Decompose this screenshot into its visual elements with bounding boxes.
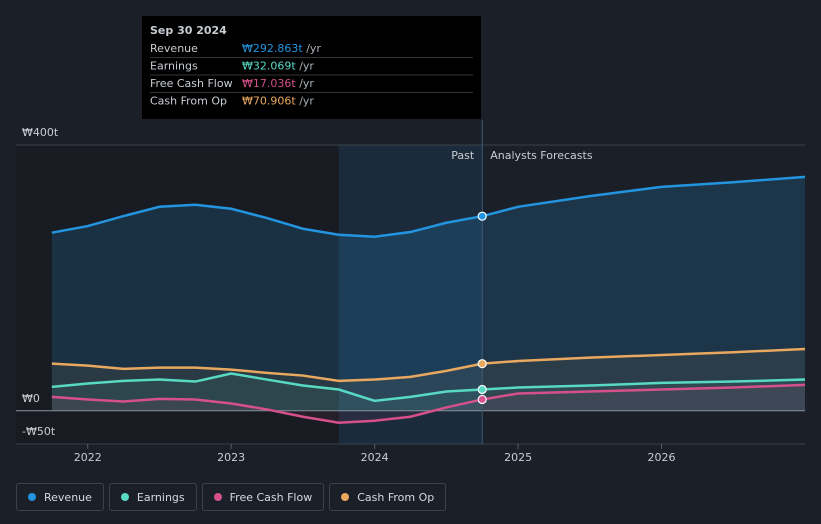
tooltip-label: Free Cash Flow bbox=[150, 77, 233, 90]
legend-item[interactable]: Free Cash Flow bbox=[201, 483, 325, 511]
forecast-label: Analysts Forecasts bbox=[490, 149, 593, 162]
legend-item[interactable]: Earnings bbox=[108, 483, 197, 511]
legend-item[interactable]: Cash From Op bbox=[329, 483, 447, 511]
highlight-dot bbox=[477, 359, 487, 369]
tooltip-value: ₩70.906t /yr bbox=[242, 95, 314, 108]
tooltip: Sep 30 2024 Revenue ₩292.863t /yr Earnings ₩… bbox=[142, 16, 481, 119]
highlight-dot bbox=[477, 394, 487, 405]
series-area bbox=[51, 384, 805, 423]
legend-label: Cash From Op bbox=[357, 490, 435, 504]
past-label: Past bbox=[451, 149, 475, 162]
tooltip-value-number: ₩32.069t bbox=[242, 60, 296, 73]
x-tick-label: 2025 bbox=[504, 451, 532, 464]
y-tick-label: ₩0 bbox=[22, 392, 40, 405]
tooltip-value-number: ₩17.036t bbox=[242, 77, 296, 90]
series-area bbox=[51, 176, 805, 411]
legend-label: Earnings bbox=[136, 490, 185, 504]
legend-dot bbox=[120, 493, 129, 501]
legend: Revenue Earnings Free Cash Flow Cash From O… bbox=[16, 483, 447, 511]
x-tick-label: 2023 bbox=[217, 451, 245, 464]
legend-dot bbox=[341, 493, 350, 501]
series-line bbox=[51, 347, 806, 383]
y-tick-label: -₩50t bbox=[22, 425, 56, 438]
tooltip-box bbox=[142, 16, 481, 119]
x-tick-label: 2022 bbox=[74, 451, 102, 464]
tooltip-label: Earnings bbox=[150, 60, 198, 73]
tooltip-suffix: /yr bbox=[299, 77, 314, 90]
legend-item[interactable]: Revenue bbox=[16, 483, 104, 511]
tooltip-suffix: /yr bbox=[306, 42, 321, 55]
x-tick-label: 2024 bbox=[361, 451, 389, 464]
legend-dot bbox=[28, 493, 36, 501]
legend-label: Free Cash Flow bbox=[229, 490, 313, 504]
tooltip-value: ₩32.069t /yr bbox=[242, 60, 314, 73]
series-line bbox=[51, 175, 806, 238]
legend-dot bbox=[213, 493, 222, 501]
tooltip-suffix: /yr bbox=[299, 95, 314, 108]
series-area bbox=[51, 348, 805, 411]
chart: ₩400t ₩0 -₩50t 2022 2023 2024 2025 2026 Past Anal… bbox=[16, 16, 806, 464]
tooltip-title: Sep 30 2024 bbox=[150, 24, 227, 37]
highlight-dot bbox=[477, 384, 487, 395]
series-line bbox=[51, 372, 806, 403]
legend-label: Revenue bbox=[44, 490, 92, 504]
tooltip-label: Cash From Op bbox=[150, 95, 227, 108]
tooltip-value-number: ₩292.863t bbox=[242, 42, 303, 55]
series-area bbox=[51, 373, 805, 411]
tooltip-suffix: /yr bbox=[299, 60, 314, 73]
highlight-region bbox=[338, 145, 483, 444]
tooltip-value: ₩17.036t /yr bbox=[242, 77, 314, 90]
highlight-dot bbox=[477, 211, 487, 221]
tooltip-value: ₩292.863t /yr bbox=[242, 42, 321, 55]
tooltip-value-number: ₩70.906t bbox=[242, 95, 296, 108]
tooltip-label: Revenue bbox=[150, 42, 198, 55]
x-tick-label: 2026 bbox=[648, 451, 676, 464]
series-line bbox=[51, 383, 806, 424]
y-tick-label: ₩400t bbox=[22, 126, 59, 139]
